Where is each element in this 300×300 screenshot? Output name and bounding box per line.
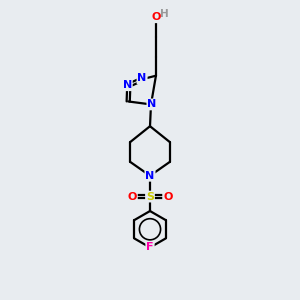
Text: N: N <box>147 99 157 110</box>
Text: H: H <box>160 9 169 19</box>
Text: N: N <box>123 80 132 90</box>
Text: N: N <box>137 73 147 83</box>
Text: O: O <box>128 192 137 202</box>
Text: N: N <box>146 171 154 181</box>
Text: S: S <box>146 192 154 202</box>
Text: O: O <box>163 192 172 202</box>
Text: O: O <box>151 12 160 22</box>
Text: F: F <box>146 242 154 253</box>
